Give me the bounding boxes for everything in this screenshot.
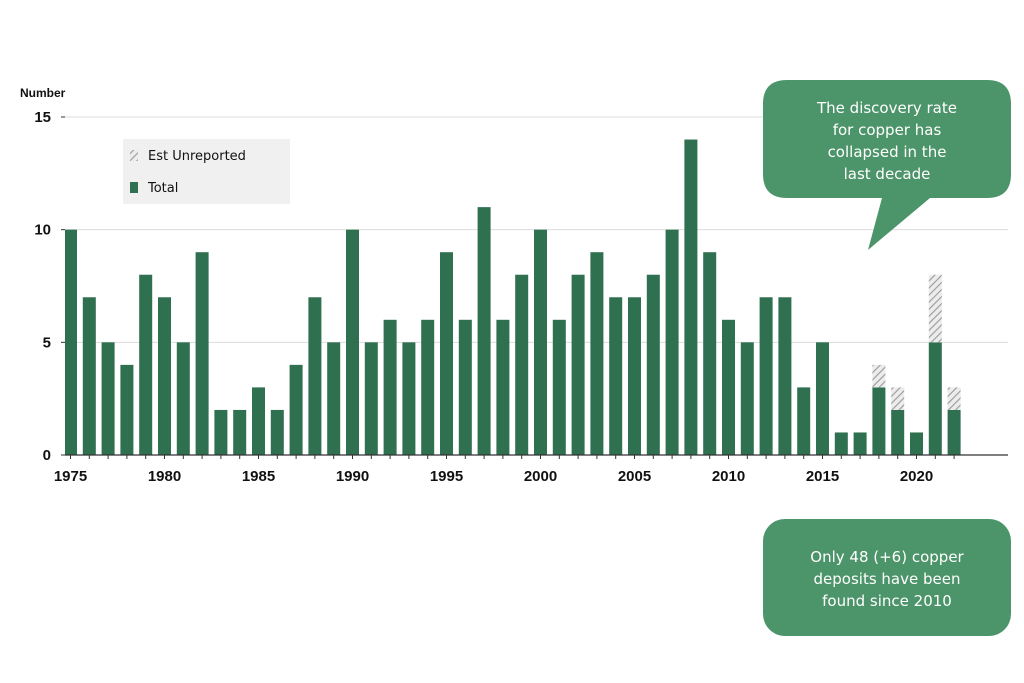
bar-total-1982	[195, 252, 209, 455]
bar-total-1997	[477, 207, 491, 455]
bar-total-1995	[440, 252, 453, 455]
bar-total-1996	[458, 319, 472, 455]
callout-line: found since 2010	[822, 592, 952, 610]
bar-total-1989	[327, 342, 341, 455]
bar-total-2016	[834, 432, 848, 455]
x-tick-label: 2010	[712, 468, 745, 485]
bar-total-2004	[609, 297, 623, 455]
bar-total-1981	[176, 342, 190, 455]
bar-total-2007	[665, 229, 679, 455]
legend-background	[123, 139, 290, 204]
legend-swatch-unreported	[130, 150, 138, 161]
y-axis-ticks: 0 5 10 15	[34, 109, 65, 464]
x-tick-label: 2020	[900, 468, 933, 485]
bar-total-2003	[590, 252, 604, 455]
bar-unreported-2022	[947, 387, 961, 410]
callout-line: collapsed in the	[828, 143, 947, 161]
callout-box	[763, 519, 1011, 636]
callout-line: for copper has	[833, 121, 942, 139]
x-tick-label: 2015	[806, 468, 839, 485]
bar-total-1984	[233, 409, 247, 455]
legend-label-total: Total	[147, 181, 178, 196]
bar-total-1977	[101, 342, 115, 455]
legend: Est Unreported Total	[123, 139, 290, 204]
bar-total-2012	[759, 297, 773, 455]
bar-total-1988	[308, 297, 322, 455]
bar-total-1998	[496, 319, 510, 455]
bar-total-2001	[552, 319, 566, 455]
bar-total-1987	[289, 364, 303, 455]
bar-total-1983	[214, 409, 228, 455]
callout-line: Only 48 (+6) copper	[810, 548, 964, 566]
bar-total-1985	[252, 387, 265, 455]
legend-swatch-total	[130, 182, 138, 193]
bar-unreported-2019	[891, 387, 905, 410]
bar-total-1994	[421, 319, 435, 455]
bar-total-1999	[515, 274, 529, 455]
bar-total-2015	[816, 342, 829, 455]
bar-total-2017	[853, 432, 867, 455]
y-axis-label: Number	[20, 86, 66, 100]
y-tick-label: 10	[34, 222, 51, 239]
bar-total-2021	[928, 342, 942, 455]
bar-total-2010	[722, 319, 735, 455]
bar-total-2018	[872, 387, 886, 455]
x-tick-label: 1995	[430, 468, 463, 485]
bar-total-2009	[703, 252, 717, 455]
y-tick-label: 5	[43, 334, 51, 351]
bar-total-1991	[364, 342, 378, 455]
bar-total-2000	[534, 229, 547, 455]
callout-line: deposits have been	[814, 570, 961, 588]
x-tick-label: 1985	[242, 468, 275, 485]
bar-total-1979	[139, 274, 153, 455]
y-tick-label: 15	[34, 109, 51, 126]
bar-total-1993	[402, 342, 416, 455]
y-tick-label: 0	[43, 447, 51, 464]
bar-total-2002	[571, 274, 585, 455]
bar-unreported-2021	[928, 274, 942, 343]
bar-total-1975	[65, 229, 77, 455]
callout-deposits-found: Only 48 (+6) copper deposits have been f…	[763, 519, 1011, 636]
bar-total-2013	[778, 297, 792, 455]
bar-total-1990	[346, 229, 359, 455]
bar-total-2020	[910, 432, 923, 455]
legend-label-unreported: Est Unreported	[148, 149, 246, 164]
bar-total-1986	[270, 409, 284, 455]
bar-total-2022	[947, 409, 961, 455]
x-tick-label: 1980	[148, 468, 181, 485]
callout-line: last decade	[844, 165, 931, 183]
x-axis-ticks: 1975 1980 1985 1990 1995 2000 2005 2010 2015 2020	[54, 455, 955, 485]
bar-total-2019	[891, 409, 905, 455]
callout-discovery-rate: The discovery rate for copper has collap…	[763, 80, 1011, 250]
bar-total-2014	[797, 387, 811, 455]
x-tick-label: 2005	[618, 468, 651, 485]
callout-line: The discovery rate	[816, 99, 957, 117]
bar-total-2005	[628, 297, 641, 455]
callout-bubble	[763, 80, 1011, 250]
x-tick-label: 1990	[336, 468, 369, 485]
bar-total-1978	[120, 364, 134, 455]
bar-total-2011	[740, 342, 754, 455]
bar-total-1992	[383, 319, 397, 455]
x-tick-label: 1975	[54, 468, 87, 485]
bar-unreported-2018	[872, 364, 886, 388]
bar-total-1980	[158, 297, 171, 455]
bars	[65, 139, 961, 456]
bar-total-1976	[82, 297, 96, 455]
bar-total-2008	[684, 139, 698, 456]
x-tick-label: 2000	[524, 468, 557, 485]
bar-total-2006	[646, 274, 660, 455]
